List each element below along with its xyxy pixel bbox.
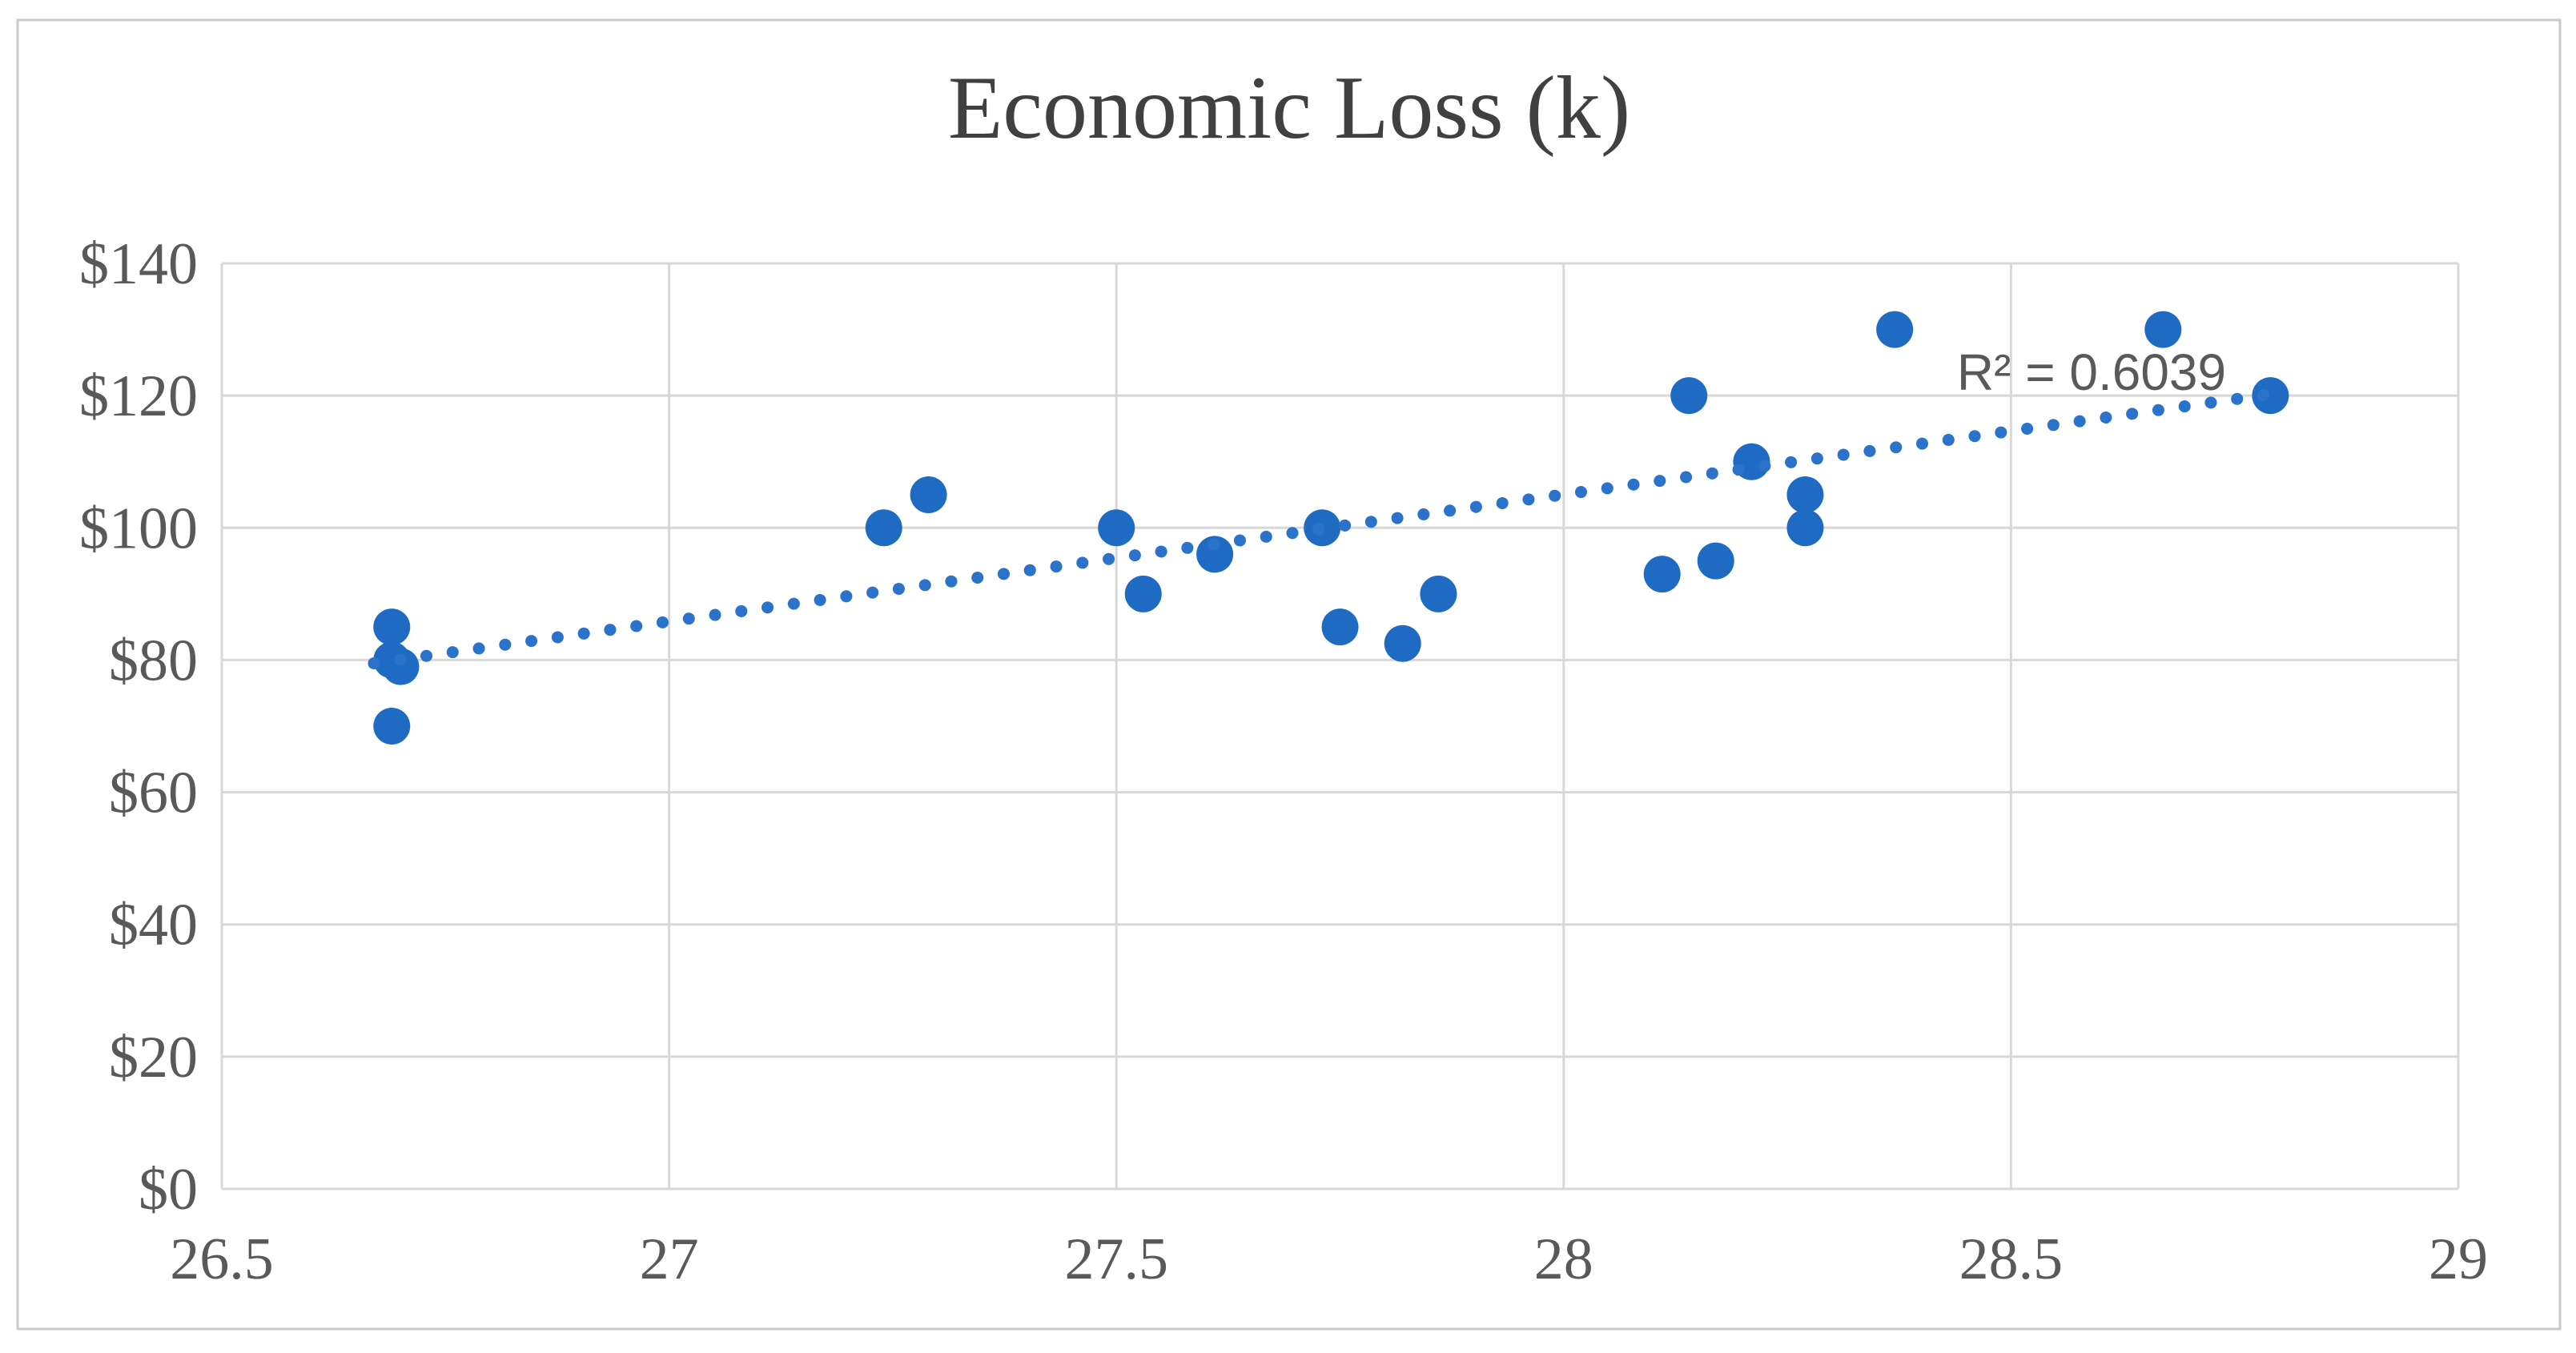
y-tick-label-20: $20 (109, 1025, 198, 1090)
data-point-0[interactable] (373, 608, 411, 646)
y-tick-label-100: $100 (79, 496, 198, 561)
y-tick-label-120: $120 (79, 363, 198, 429)
data-point-2[interactable] (382, 648, 420, 685)
chart-border (16, 18, 2562, 1331)
y-tick-label-140: $140 (79, 231, 198, 297)
data-point-5[interactable] (910, 476, 947, 513)
data-point-18[interactable] (1786, 509, 1824, 547)
data-point-20[interactable] (2144, 311, 2182, 348)
chart-title: Economic Loss (k) (948, 58, 1630, 158)
trendline[interactable] (368, 385, 2295, 670)
data-point-11[interactable] (1384, 624, 1421, 662)
y-tick-label-40: $40 (109, 893, 198, 958)
data-point-14[interactable] (1670, 377, 1708, 415)
series-layer (373, 311, 2289, 745)
data-point-13[interactable] (1643, 556, 1681, 593)
x-tick-label-28: 28 (1534, 1227, 1593, 1292)
x-tick-label-29: 29 (2429, 1227, 2488, 1292)
data-point-17[interactable] (1786, 476, 1824, 513)
data-point-21[interactable] (2252, 377, 2289, 415)
data-point-12[interactable] (1420, 575, 1457, 612)
data-point-3[interactable] (373, 708, 411, 745)
grid-layer (220, 262, 2460, 1190)
tick-layer: $0 $20 $40 $60 $80 $100 $120 $140 26.5 27 27.5 28 28… (79, 231, 2488, 1292)
data-point-4[interactable] (865, 509, 902, 547)
x-tick-label-27.5: 27.5 (1064, 1227, 1168, 1292)
data-point-15[interactable] (1697, 542, 1734, 580)
data-point-6[interactable] (1098, 509, 1135, 547)
r-squared-label: R² = 0.6039 (1957, 343, 2226, 401)
y-tick-label-60: $60 (109, 761, 198, 826)
y-tick-label-0: $0 (139, 1157, 198, 1223)
trend-layer (368, 385, 2295, 670)
x-tick-label-28.5: 28.5 (1959, 1227, 2064, 1292)
y-tick-label-80: $80 (109, 628, 198, 693)
data-point-19[interactable] (1876, 311, 1914, 348)
data-point-8[interactable] (1196, 536, 1234, 573)
data-point-10[interactable] (1321, 608, 1359, 646)
x-tick-label-27: 27 (640, 1227, 699, 1292)
data-point-7[interactable] (1124, 575, 1162, 612)
x-tick-label-26.5: 26.5 (170, 1227, 274, 1292)
